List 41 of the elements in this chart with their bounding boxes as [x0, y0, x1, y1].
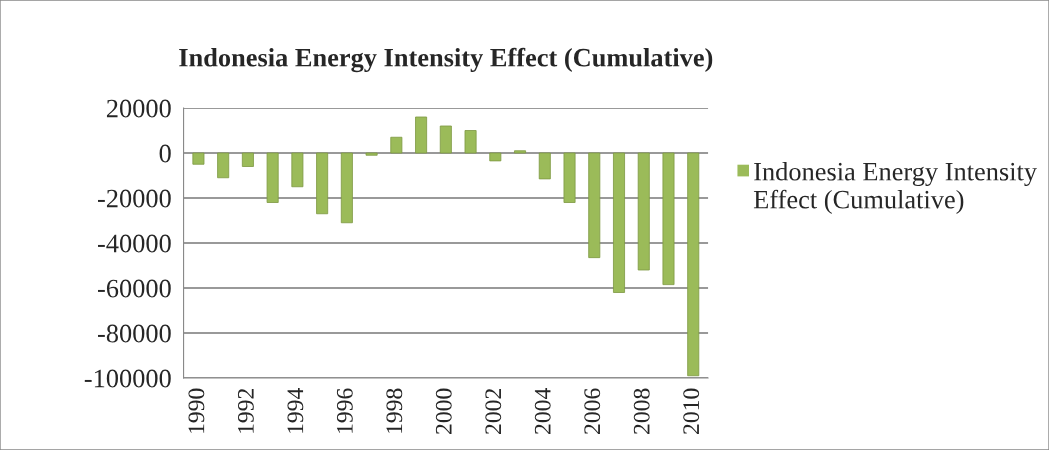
bar [514, 150, 527, 154]
x-tick-label: 1998 [386, 388, 403, 433]
bar [637, 152, 650, 271]
bar [687, 152, 700, 377]
x-tick-label: 2006 [584, 388, 601, 434]
x-tick-label: 2004 [534, 388, 551, 434]
bar [489, 152, 502, 162]
bar [365, 152, 378, 156]
x-tick-label: 1992 [237, 389, 254, 433]
x-tick-label: 2008 [633, 388, 650, 434]
bar [613, 152, 625, 293]
y-tick-label: -40000 [97, 234, 171, 253]
x-tick-label: 1994 [287, 388, 304, 433]
bar [439, 125, 452, 154]
bar [217, 152, 230, 179]
x-tick-label: 1990 [188, 388, 205, 433]
bar [266, 152, 279, 203]
bar [588, 152, 601, 259]
bar [340, 152, 353, 224]
legend-label: Indonesia Energy Intensity Effect (Cumulative) [753, 162, 1037, 214]
bar [316, 152, 329, 215]
x-tick-label: 2002 [485, 389, 502, 434]
y-tick-label: 0 [159, 144, 171, 163]
bar [662, 152, 675, 286]
y-tick-label: -20000 [97, 189, 171, 208]
bar [464, 130, 477, 154]
bar [291, 152, 304, 188]
x-tick-label: 2010 [683, 388, 700, 434]
y-tick-label: -60000 [97, 279, 171, 298]
y-tick-label: -100000 [84, 369, 171, 388]
bar [415, 116, 428, 154]
bar [192, 152, 205, 165]
y-tick-label: 20000 [106, 99, 171, 118]
x-tick-label: 1996 [336, 388, 353, 433]
bar [563, 152, 576, 203]
bar [538, 152, 551, 180]
bar [390, 136, 403, 154]
bar [241, 152, 254, 167]
y-tick-label: -80000 [97, 324, 171, 343]
chart-title: Indonesia Energy Intensity Effect (Cumulative) [179, 47, 713, 73]
x-tick-label: 2000 [435, 388, 452, 434]
